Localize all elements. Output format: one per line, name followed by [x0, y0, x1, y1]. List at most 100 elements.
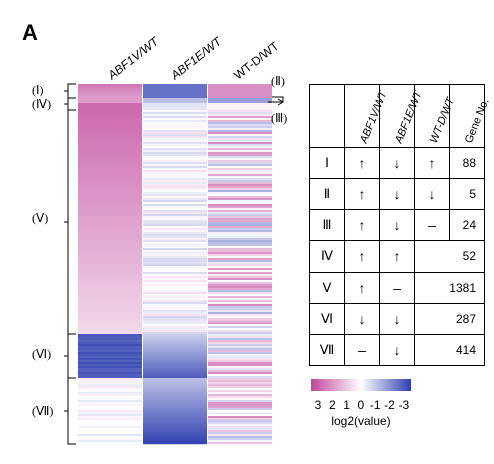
heatmap-cell — [208, 282, 272, 285]
heatmap-cell — [208, 192, 272, 195]
heatmap-cell — [208, 404, 272, 407]
heatmap-cell — [78, 298, 142, 301]
heatmap-cell — [78, 424, 142, 427]
heatmap-cell — [143, 226, 207, 229]
heatmap-cell — [78, 406, 142, 409]
heatmap-cell — [78, 176, 142, 179]
heatmap-cell — [208, 92, 272, 95]
heatmap-cell — [208, 300, 272, 303]
heatmap-cell — [78, 260, 142, 263]
heatmap-cell — [143, 322, 207, 325]
heatmap-cell — [143, 328, 207, 331]
heatmap-cell — [208, 156, 272, 159]
heatmap-cell — [78, 442, 142, 445]
heatmap-cell — [78, 418, 142, 421]
heatmap-cell — [78, 334, 142, 337]
heatmap-cell — [78, 264, 142, 267]
heatmap-cell — [78, 160, 142, 163]
heatmap-cell — [78, 386, 142, 389]
heatmap-cell — [143, 246, 207, 249]
heatmap-cell — [78, 280, 142, 283]
heatmap-cell — [78, 226, 142, 229]
heatmap-cell — [208, 328, 272, 331]
heatmap-cell — [78, 398, 142, 401]
heatmap-cell — [143, 428, 207, 431]
heatmap-cell — [208, 232, 272, 235]
heatmap-cell — [78, 232, 142, 235]
heatmap-cell — [78, 252, 142, 255]
cluster-label-7: (Ⅶ) — [32, 404, 53, 418]
heatmap-cell — [78, 246, 142, 249]
heatmap-cell — [78, 162, 142, 165]
heatmap-cell — [208, 182, 272, 185]
heatmap-cell — [143, 290, 207, 293]
heatmap-cell — [143, 184, 207, 187]
heatmap-cell — [143, 152, 207, 155]
cluster-brackets — [64, 83, 76, 445]
heatmap-cell — [143, 116, 207, 119]
heatmap-cell — [143, 436, 207, 439]
heatmap-cell — [143, 332, 207, 335]
heatmap-cell — [78, 414, 142, 417]
heatmap-cell — [143, 178, 207, 181]
heatmap-cell — [143, 270, 207, 273]
heatmap-cell — [143, 298, 207, 301]
heatmap-cell — [208, 302, 272, 305]
heatmap-cell — [78, 296, 142, 299]
colorbar-ticks: 3 2 1 0 -1 -2 -3 — [315, 398, 410, 412]
colorbar — [311, 379, 411, 391]
heatmap-cell — [78, 366, 142, 369]
heatmap-cell — [208, 248, 272, 251]
heatmap-cell — [78, 326, 142, 329]
heatmap-cell — [143, 412, 207, 415]
heatmap-cell — [78, 140, 142, 143]
heatmap-cell — [78, 206, 142, 209]
heatmap-cell — [78, 136, 142, 139]
heatmap-cell — [143, 98, 207, 101]
heatmap-cell — [78, 170, 142, 173]
heatmap-cell — [208, 380, 272, 383]
heatmap-cell — [208, 392, 272, 395]
heatmap-cell — [208, 372, 272, 375]
heatmap-cell — [143, 370, 207, 373]
heatmap-cell — [78, 392, 142, 395]
heatmap-cell — [208, 272, 272, 275]
colorbar-tick-label: -1 — [370, 398, 381, 412]
heatmap-cell — [208, 256, 272, 259]
heatmap-cell — [143, 318, 207, 321]
heatmap-cell — [143, 160, 207, 163]
heatmap-cell — [78, 344, 142, 347]
heatmap-cell — [143, 330, 207, 333]
heatmap-cell — [208, 386, 272, 389]
heatmap-cell — [208, 288, 272, 291]
heatmap-cell — [78, 430, 142, 433]
heatmap-cell — [143, 372, 207, 375]
heatmap-cell — [208, 142, 272, 145]
heatmap-cell — [208, 382, 272, 385]
heatmap-cell — [143, 388, 207, 391]
heatmap-cell — [208, 126, 272, 129]
heatmap-cell — [78, 152, 142, 155]
heatmap-cell — [208, 284, 272, 287]
heatmap-cell — [78, 278, 142, 281]
heatmap-cell — [78, 434, 142, 437]
heatmap-body — [78, 84, 272, 445]
heatmap-cell — [208, 154, 272, 157]
heatmap-cell — [208, 130, 272, 133]
heatmap-cell — [78, 258, 142, 261]
heatmap-cell — [78, 146, 142, 149]
heatmap-cell — [208, 220, 272, 223]
heatmap-cell — [78, 438, 142, 441]
heatmap-cell — [78, 238, 142, 241]
table-row: Ⅵ ↓ ↓ 287 — [309, 302, 485, 335]
heatmap-cell — [208, 332, 272, 335]
heatmap-cell — [208, 342, 272, 345]
heatmap-cell — [143, 222, 207, 225]
heatmap-cell — [143, 254, 207, 257]
heatmap-cell — [143, 300, 207, 303]
heatmap-cell — [143, 326, 207, 329]
heatmap-cell — [78, 292, 142, 295]
heatmap-cell — [208, 298, 272, 301]
heatmap-cell — [78, 144, 142, 147]
heatmap-cell — [143, 324, 207, 327]
